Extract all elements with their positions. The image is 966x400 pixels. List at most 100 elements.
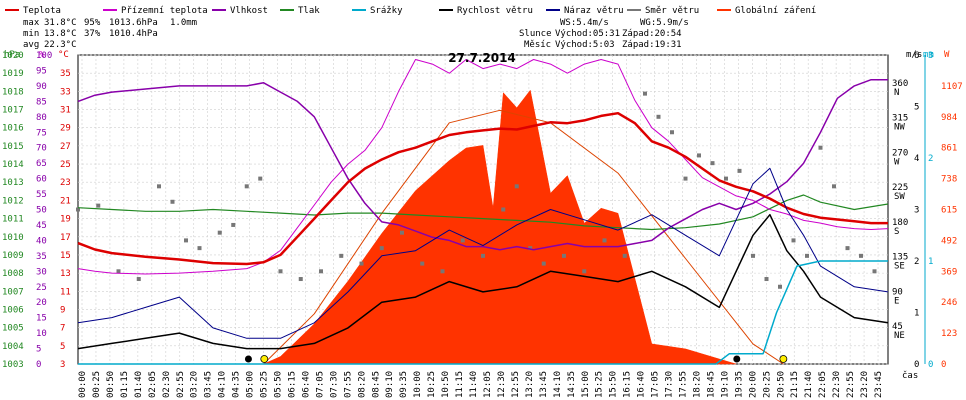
rain-line <box>78 260 888 365</box>
hpa-tick: 1016 <box>2 124 24 134</box>
stat-avg-temp: 22.3°C <box>44 40 77 50</box>
wind-dir-point <box>116 269 121 274</box>
wind-speed-line <box>77 213 889 350</box>
wind-dir-point <box>683 176 688 181</box>
hpa-tick: 1008 <box>2 269 24 279</box>
pct-tick: 85 <box>36 97 47 107</box>
x-tick: 11:40 <box>469 371 479 398</box>
hpa-tick: 1020 <box>2 51 24 61</box>
wind-dir-point <box>582 269 587 274</box>
x-tick: 10:00 <box>413 371 423 398</box>
x-tick: 12:55 <box>511 371 521 398</box>
stat-moon-label: Měsíc <box>524 40 551 50</box>
wind-dir-point <box>258 176 263 181</box>
ground-temp-line <box>77 59 889 275</box>
legend-label: Rychlost větru <box>457 6 533 16</box>
hpa-tick: 1014 <box>2 160 24 170</box>
w-tick: 861 <box>941 144 957 154</box>
sunrise-marker <box>260 355 269 363</box>
stat-sun-label: Slunce <box>519 29 552 39</box>
temp-tick: 15 <box>60 251 71 261</box>
x-tick: 10:25 <box>427 371 437 398</box>
x-tick: 12:05 <box>483 371 493 398</box>
wind-dir-point <box>231 222 236 227</box>
legend-label: Náraz větru <box>564 6 624 16</box>
temp-tick: 25 <box>60 160 71 170</box>
stat-moon-rise: Východ:5:03 <box>555 40 615 50</box>
hpa-tick: 1006 <box>2 305 24 315</box>
temp-tick: 29 <box>60 124 71 134</box>
dir-compass: E <box>894 296 899 306</box>
dir-compass: NW <box>894 123 905 133</box>
pct-tick: 100 <box>36 51 52 61</box>
ms-tick: 1 <box>914 309 919 319</box>
temp-tick: 9 <box>60 305 65 315</box>
x-tick: 14:35 <box>567 371 577 398</box>
wind-dir-point <box>697 153 701 158</box>
legend-label: Směr větru <box>645 6 699 16</box>
wind-dir-point <box>319 269 323 274</box>
legend-label: Srážky <box>370 6 403 16</box>
mm-tick: 0 <box>928 360 933 370</box>
dir-tick: 90 <box>892 287 903 297</box>
x-tick: 07:30 <box>329 371 339 398</box>
stat-min-label: min <box>23 29 39 39</box>
stats-panel: max 31.8°C 95% 1013.6hPa 1.0mm min 13.8°C 37% 10… <box>23 18 689 50</box>
ms-tick: 6 <box>914 51 919 61</box>
wind-dir-point <box>791 238 796 243</box>
stat-min-hum: 37% <box>84 29 101 39</box>
pct-tick: 60 <box>36 175 47 185</box>
wind-dir-point <box>339 253 344 258</box>
temp-tick: 5 <box>60 342 65 352</box>
x-tick: 01:15 <box>120 371 130 398</box>
temp-tick: 3 <box>60 360 65 370</box>
wind-dir-point <box>136 277 141 282</box>
wind-dir-point <box>440 269 445 274</box>
pct-tick: 30 <box>36 267 47 277</box>
x-tick: 05:25 <box>260 371 270 398</box>
wind-dir-point <box>157 184 161 189</box>
dir-tick: 315 <box>892 114 908 124</box>
x-tick: 23:20 <box>860 371 870 398</box>
dir-compass: NE <box>894 331 905 341</box>
w-tick: 1107 <box>941 82 963 92</box>
x-tick: 08:20 <box>357 371 367 398</box>
wind-dir-point <box>481 253 485 258</box>
hpa-tick: 1013 <box>2 178 24 188</box>
x-tick: 22:55 <box>846 371 856 398</box>
temp-tick: 13 <box>60 269 71 279</box>
legend-label: Teplota <box>23 6 61 16</box>
plot-area <box>76 59 889 365</box>
temp-tick: 23 <box>60 178 71 188</box>
hpa-tick: 1017 <box>2 106 24 116</box>
x-tick: 03:20 <box>190 371 200 398</box>
x-tick: 05:00 <box>246 371 256 398</box>
dir-tick: 45 <box>892 322 903 332</box>
x-tick: 22:05 <box>818 371 828 398</box>
dir-tick: 180 <box>892 218 908 228</box>
mm-tick: 3 <box>928 51 933 61</box>
pct-tick: 50 <box>36 206 47 216</box>
x-tick: 05:50 <box>274 371 284 398</box>
sunset-marker <box>779 355 788 363</box>
w-tick: 984 <box>941 113 957 123</box>
moonrise-marker <box>244 355 252 363</box>
wind-dir-point <box>359 261 364 266</box>
x-tick: 00:50 <box>106 371 116 398</box>
w-tick: 123 <box>941 329 957 339</box>
x-tick: 02:30 <box>162 371 172 398</box>
stat-moon-set: Západ:19:31 <box>622 40 682 50</box>
x-tick: 00:25 <box>92 371 102 398</box>
wind-dir-point <box>96 203 101 208</box>
pct-tick: 15 <box>36 314 47 324</box>
x-tick: 00:00 <box>78 371 88 398</box>
hpa-tick: 1011 <box>2 215 24 225</box>
x-tick: 02:05 <box>148 371 158 398</box>
x-tick: 04:35 <box>232 371 242 398</box>
wind-dir-point <box>643 91 647 96</box>
stat-sun-rise: Východ:05:31 <box>555 29 620 39</box>
wind-dir-point <box>170 199 175 204</box>
stat-min-temp: 13.8°C <box>44 29 77 39</box>
pct-tick: 65 <box>36 159 47 169</box>
wind-dir-point <box>622 253 627 258</box>
